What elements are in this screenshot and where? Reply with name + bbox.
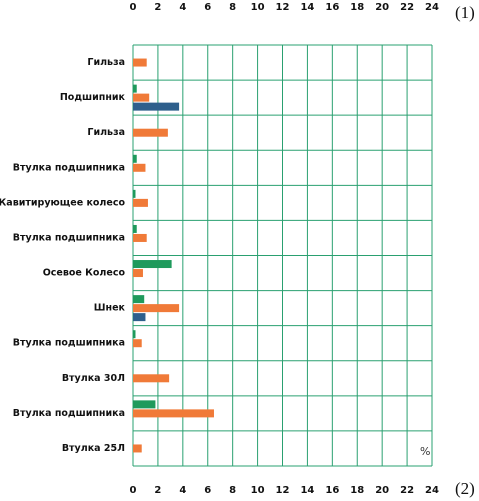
x-tick-label-top: 8 (229, 2, 236, 13)
bar (133, 304, 180, 313)
bar (133, 295, 145, 304)
bar (133, 58, 147, 67)
bar (133, 400, 156, 409)
x-tick-label-bottom: 16 (325, 485, 339, 496)
bar (133, 444, 142, 453)
bar (133, 374, 170, 383)
bar (133, 189, 136, 198)
category-label: Втулка подшипника (13, 408, 125, 419)
x-tick-label-bottom: 14 (300, 485, 314, 496)
x-tick-label-top: 12 (276, 2, 290, 13)
bar (133, 409, 214, 418)
x-tick-label-top: 24 (425, 2, 439, 13)
x-tick-label-bottom: 8 (229, 485, 236, 496)
category-label: Втулка подшипника (13, 162, 125, 173)
category-label: Осевое Колесо (43, 268, 126, 279)
x-tick-label-bottom: 20 (375, 485, 389, 496)
x-tick-label-top: 6 (204, 2, 211, 13)
x-tick-label-bottom: 22 (400, 485, 414, 496)
x-tick-label-bottom: 0 (130, 485, 137, 496)
x-tick-label-top: 20 (375, 2, 389, 13)
x-tick-label-top: 14 (300, 2, 314, 13)
x-tick-label-bottom: 4 (179, 485, 186, 496)
category-label: Гильза (87, 127, 125, 138)
category-label: Шнек (94, 303, 126, 314)
category-label: Гильза (87, 57, 125, 68)
x-tick-label-top: 0 (130, 2, 137, 13)
category-label: Втулка подшипника (13, 338, 125, 349)
x-tick-label-top: 16 (325, 2, 339, 13)
bar (133, 84, 137, 93)
bar (133, 269, 143, 278)
x-tick-label-top: 22 (400, 2, 414, 13)
x-tick-label-top: 2 (154, 2, 161, 13)
category-label: Втулка 30Л (62, 373, 125, 384)
bar (133, 339, 142, 348)
bar (133, 330, 136, 339)
x-tick-label-bottom: 10 (251, 485, 265, 496)
unit-label: % (420, 445, 430, 458)
category-label: Кавитирующее колесо (0, 197, 125, 208)
bar (133, 93, 150, 102)
bar (133, 163, 146, 172)
bar (133, 260, 172, 269)
x-tick-label-top: 4 (179, 2, 186, 13)
x-tick-label-bottom: 12 (276, 485, 290, 496)
bar (133, 198, 148, 207)
category-label: Втулка 25Л (62, 443, 125, 454)
x-tick-label-bottom: 6 (204, 485, 211, 496)
x-tick-label-top: 10 (251, 2, 265, 13)
x-tick-label-bottom: 2 (154, 485, 161, 496)
x-tick-label-top: 18 (350, 2, 364, 13)
x-tick-label-bottom: 18 (350, 485, 364, 496)
bar (133, 233, 147, 242)
bar (133, 154, 137, 163)
bar (133, 313, 146, 322)
x-tick-label-bottom: 24 (425, 485, 439, 496)
bar (133, 128, 168, 137)
bar (133, 224, 137, 233)
category-label: Подшипник (60, 92, 126, 103)
axis-marker-bottom: (2) (455, 479, 475, 498)
category-label: Втулка подшипника (13, 232, 125, 243)
bar (133, 102, 180, 111)
axis-marker-top: (1) (455, 3, 475, 22)
